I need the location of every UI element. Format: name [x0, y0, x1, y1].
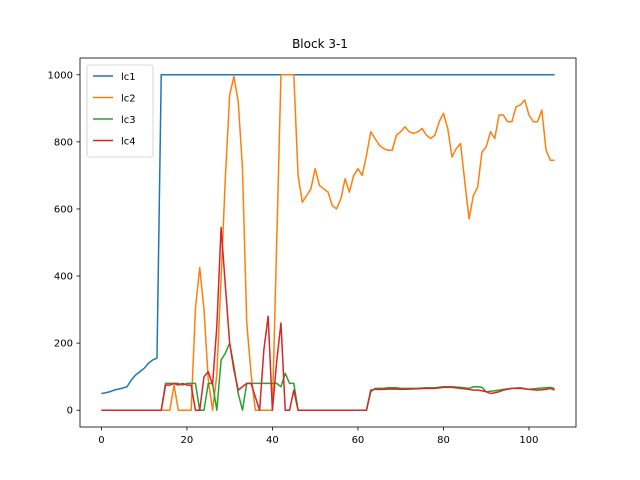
legend-label-lc2: lc2 — [121, 94, 136, 105]
y-tick-label: 400 — [54, 272, 73, 283]
y-tick-label: 800 — [54, 137, 73, 148]
y-tick-label: 1000 — [48, 70, 73, 81]
series-line-lc2 — [101, 74, 555, 411]
legend-label-lc3: lc3 — [121, 115, 136, 126]
x-tick-label: 0 — [98, 435, 104, 446]
series-line-lc1 — [101, 74, 555, 395]
x-tick-label: 80 — [437, 435, 450, 446]
x-tick-label: 60 — [352, 435, 365, 446]
series-line-lc3 — [101, 342, 555, 411]
chart-title: Block 3-1 — [292, 37, 348, 51]
axes-frame — [79, 57, 577, 428]
y-tick-label: 0 — [67, 406, 73, 417]
x-tick-label: 20 — [181, 435, 194, 446]
plot-area — [101, 74, 555, 411]
legend-box — [86, 64, 154, 158]
x-tick-label: 100 — [519, 435, 538, 446]
y-tick-label: 600 — [54, 204, 73, 215]
x-tick-label: 40 — [266, 435, 279, 446]
y-tick-label: 200 — [54, 339, 73, 350]
series-line-lc4 — [101, 226, 555, 411]
legend: lc1 lc2 lc3 lc4 — [86, 64, 154, 158]
legend-label-lc4: lc4 — [121, 137, 136, 148]
legend-label-lc1: lc1 — [121, 72, 136, 83]
